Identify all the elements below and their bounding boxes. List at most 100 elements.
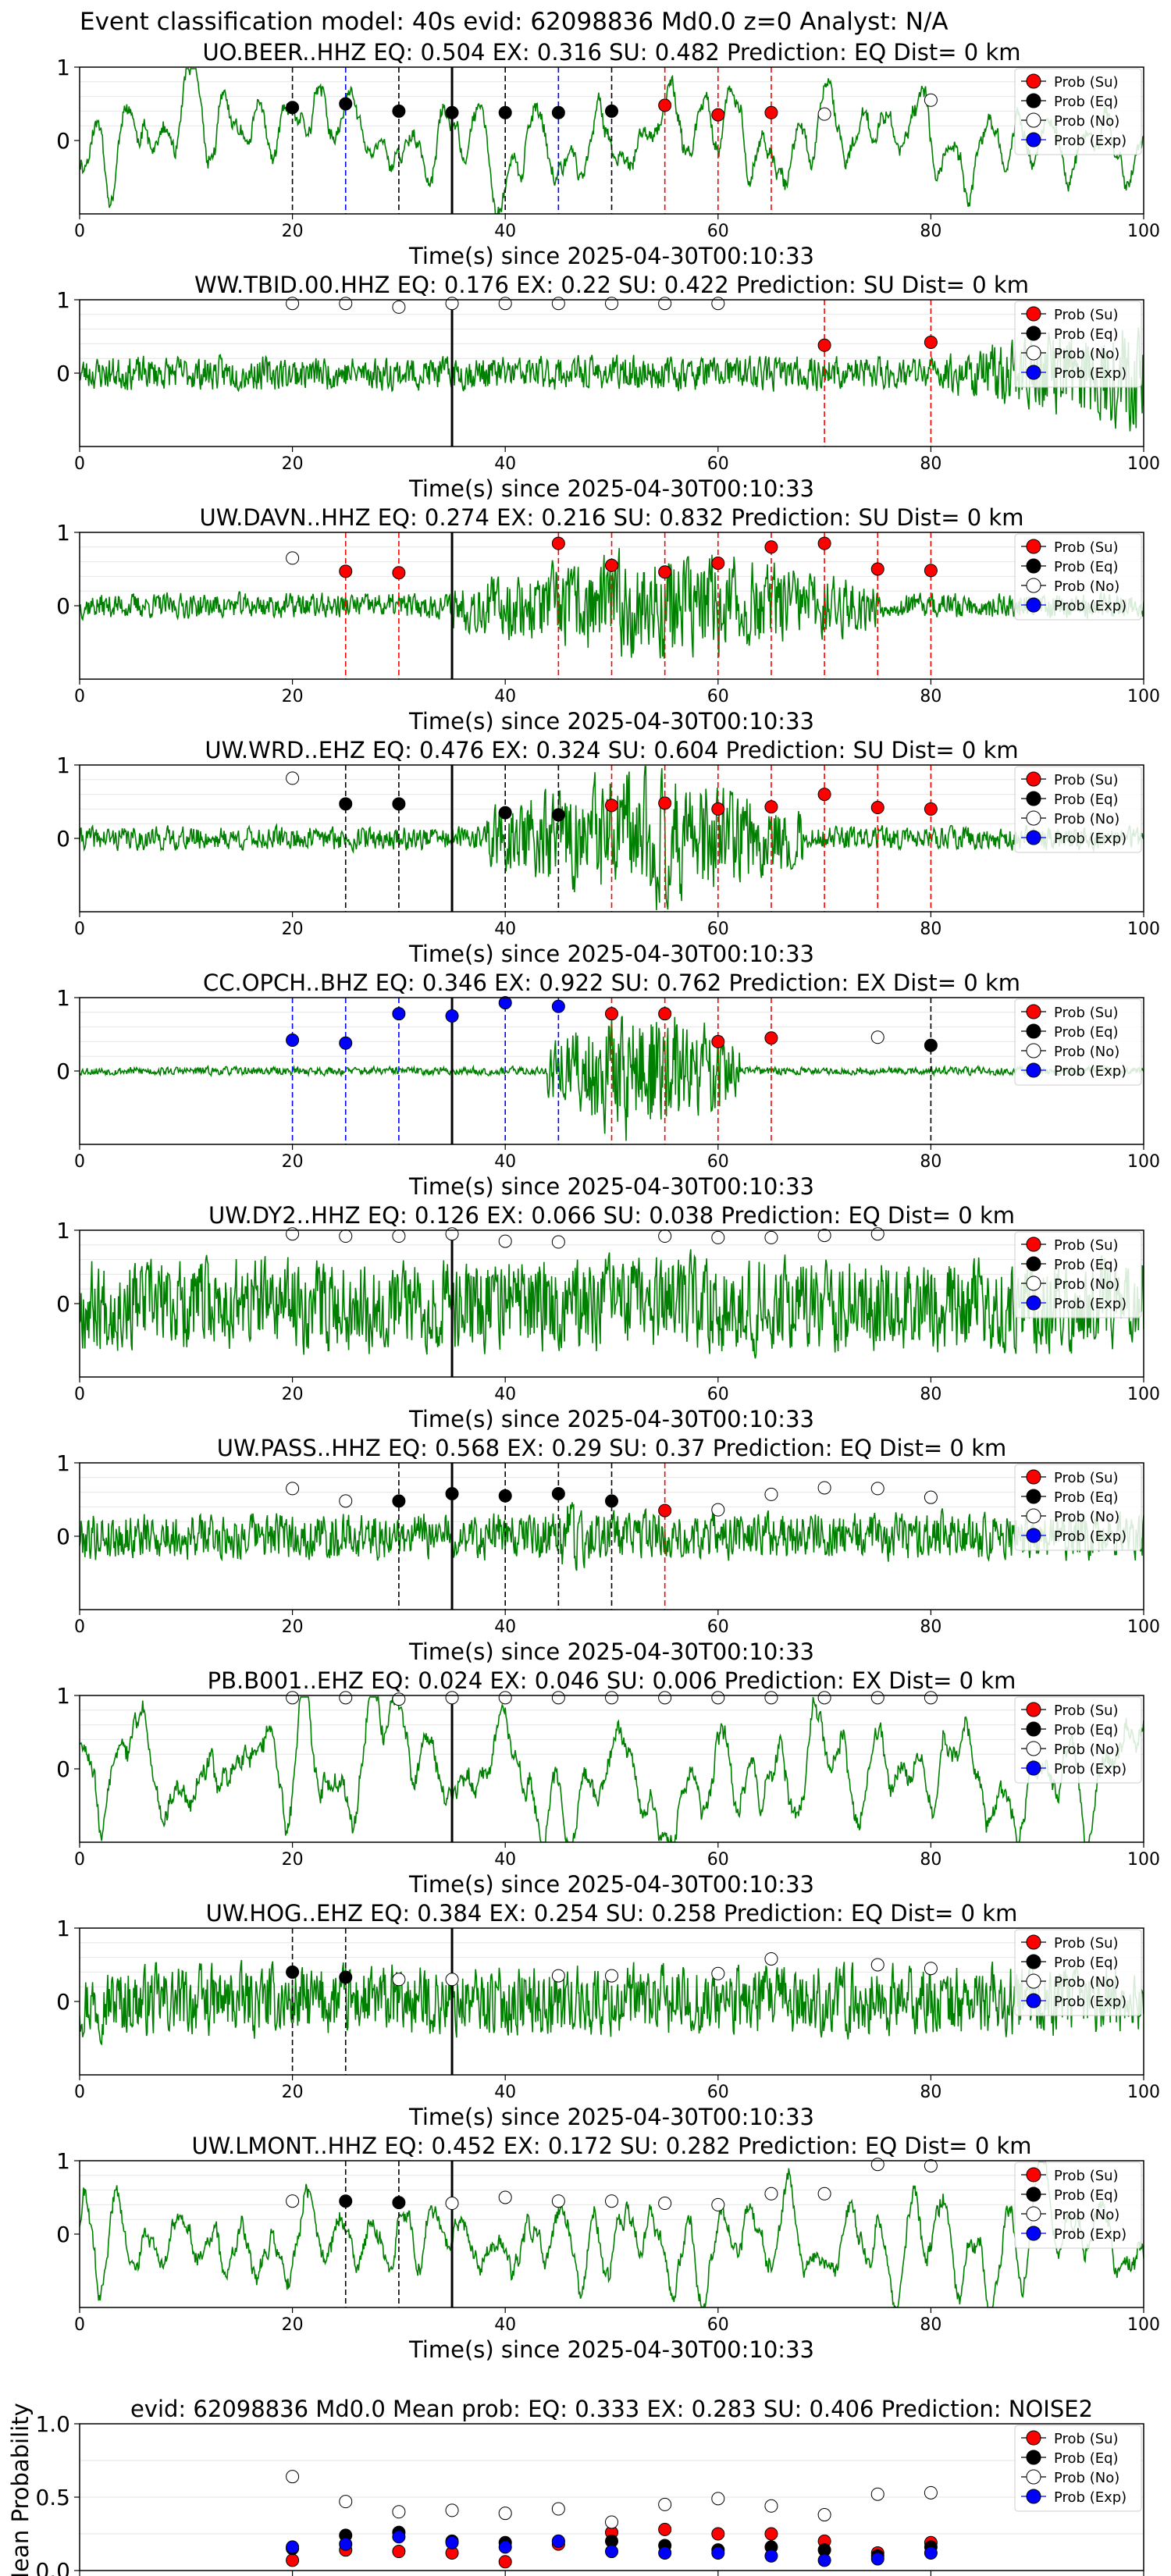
legend-label: Prob (No): [1054, 1509, 1119, 1525]
prob-point-no: [870, 1227, 884, 1241]
mean-point-exp: [605, 2545, 618, 2559]
legend-box: [1014, 533, 1142, 621]
legend-marker-su: [1026, 2430, 1041, 2446]
prob-point-no: [711, 2197, 725, 2211]
prob-point-eq: [392, 797, 406, 811]
legend-marker-exp: [1026, 2489, 1041, 2504]
legend-marker-eq: [1026, 1721, 1041, 1737]
x-tick-label: 80: [920, 687, 941, 706]
panel-title: UW.LMONT..HHZ EQ: 0.452 EX: 0.172 SU: 0.…: [191, 2133, 1031, 2159]
prob-point-no: [924, 1490, 938, 1504]
prob-point-no: [605, 2194, 618, 2208]
panel-title: UW.DAVN..HHZ EQ: 0.274 EX: 0.216 SU: 0.8…: [200, 504, 1024, 531]
legend-label: Prob (No): [1054, 1974, 1119, 1991]
prob-point-no: [711, 1966, 725, 1980]
prob-point-no: [605, 297, 618, 311]
mean-point-exp: [924, 2546, 938, 2560]
x-tick-label: 0: [74, 2083, 85, 2102]
prob-point-no: [392, 300, 406, 314]
legend-label: Prob (Eq): [1054, 2450, 1119, 2467]
prob-point-eq: [339, 797, 353, 811]
x-tick-label: 40: [494, 2083, 516, 2102]
x-tick-label: 20: [282, 1850, 304, 1870]
prob-point-exp: [286, 1034, 300, 1048]
legend-marker-no: [1026, 1276, 1041, 1291]
station-panel: CC.OPCH..BHZ EQ: 0.346 EX: 0.922 SU: 0.7…: [56, 970, 1160, 1200]
prob-point-no: [445, 1973, 459, 1987]
x-tick-label: 80: [920, 1617, 941, 1637]
x-tick-label: 0: [74, 920, 85, 939]
legend-marker-su: [1026, 2167, 1041, 2183]
panel-title: WW.TBID.00.HHZ EQ: 0.176 EX: 0.22 SU: 0.…: [194, 272, 1029, 298]
prob-point-eq: [605, 104, 618, 118]
mean-point-exp: [711, 2546, 725, 2560]
x-tick-label: 20: [282, 222, 304, 241]
x-tick-label: 20: [282, 2315, 304, 2335]
legend-label: Prob (Eq): [1054, 1257, 1119, 1273]
legend-marker-exp: [1026, 1528, 1041, 1543]
x-tick-label: 60: [707, 920, 729, 939]
prob-point-eq: [286, 101, 300, 115]
prob-point-su: [817, 788, 831, 802]
mean-point-no: [870, 2487, 884, 2501]
x-tick-label: 40: [494, 1385, 516, 1404]
x-tick-label: 100: [1127, 920, 1160, 939]
prob-point-no: [870, 1030, 884, 1044]
prob-point-no: [286, 1482, 300, 1496]
axes-frame: [79, 1695, 1144, 1843]
legend-marker-exp: [1026, 365, 1041, 380]
x-tick-label: 60: [707, 2315, 729, 2335]
legend-label: Prob (Exp): [1054, 2489, 1127, 2506]
prob-point-no: [924, 2159, 938, 2173]
legend-marker-eq: [1026, 1489, 1041, 1504]
prob-point-no: [924, 93, 938, 107]
x-tick-label: 40: [494, 1850, 516, 1870]
x-tick-label: 80: [920, 222, 941, 241]
prob-point-eq: [392, 1494, 406, 1508]
x-tick-label: 20: [282, 1617, 304, 1637]
prob-point-eq: [551, 808, 565, 822]
legend-marker-eq: [1026, 2186, 1041, 2202]
waveform-trace: [80, 1959, 1144, 2046]
prob-point-no: [764, 1691, 778, 1705]
x-axis-label: Time(s) since 2025-04-30T00:10:33: [408, 1406, 814, 1432]
prob-point-su: [870, 801, 884, 815]
prob-point-su: [605, 1007, 618, 1021]
x-tick-label: 100: [1127, 1152, 1160, 1172]
prob-point-no: [764, 1230, 778, 1244]
legend-label: Prob (No): [1054, 1742, 1119, 1758]
legend-label: Prob (Eq): [1054, 559, 1119, 575]
x-tick-label: 100: [1127, 222, 1160, 241]
mean-point-no: [392, 2505, 406, 2519]
y-tick-label: 0: [56, 1291, 70, 1317]
prob-point-eq: [339, 97, 353, 111]
prob-point-eq: [498, 806, 512, 820]
mean-point-no: [551, 2502, 565, 2516]
prob-point-su: [658, 98, 672, 112]
legend-label: Prob (Su): [1054, 2431, 1119, 2447]
prob-point-su: [924, 564, 938, 578]
y-tick-label: 0.0: [35, 2558, 70, 2576]
prob-point-no: [339, 297, 353, 311]
y-tick-label: 0.5: [35, 2485, 70, 2510]
legend-marker-exp: [1026, 597, 1041, 613]
x-tick-label: 60: [707, 454, 729, 474]
legend-label: Prob (Su): [1054, 1703, 1119, 1719]
prob-point-eq: [286, 1965, 300, 1979]
prob-point-no: [286, 1691, 300, 1705]
legend-label: Prob (Eq): [1054, 1722, 1119, 1738]
x-tick-label: 0: [74, 222, 85, 241]
legend-marker-eq: [1026, 558, 1041, 574]
legend-marker-eq: [1026, 2450, 1041, 2465]
prob-point-no: [924, 1962, 938, 1976]
legend-box: [1014, 301, 1142, 388]
prob-point-no: [764, 2186, 778, 2201]
prob-point-no: [551, 2194, 565, 2208]
x-tick-label: 100: [1127, 1617, 1160, 1637]
legend-marker-no: [1026, 345, 1041, 361]
legend-label: Prob (Eq): [1054, 792, 1119, 808]
legend-marker-no: [1026, 578, 1041, 593]
legend-marker-no: [1026, 2206, 1041, 2222]
x-tick-label: 0: [74, 687, 85, 706]
prob-point-no: [870, 1691, 884, 1705]
